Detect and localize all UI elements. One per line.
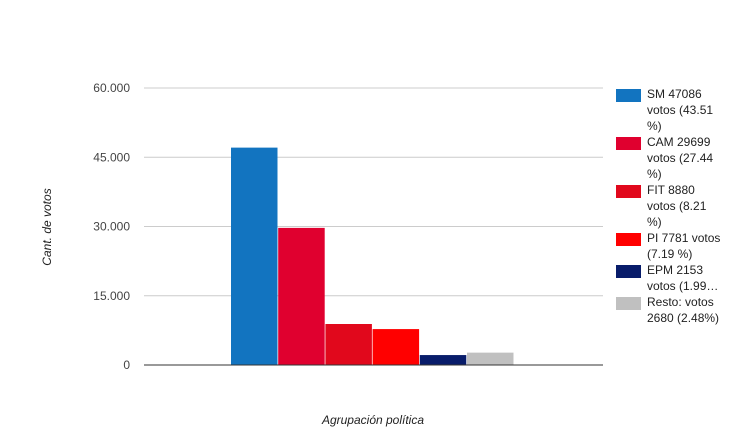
legend-label-line: Resto: votos: [647, 295, 714, 309]
y-tick-label: 60.000: [93, 81, 130, 95]
legend-swatch: [616, 185, 641, 198]
y-tick-label: 15.000: [93, 289, 130, 303]
legend-label-line: %): [647, 167, 662, 181]
legend-label-line: votos (1.99…: [647, 279, 719, 293]
legend-label-line: %): [647, 119, 662, 133]
y-tick-label: 45.000: [93, 150, 130, 164]
gridlines: [144, 87, 603, 366]
y-tick-label: 30.000: [93, 220, 130, 234]
legend-label-line: votos (8.21: [647, 199, 707, 213]
legend-swatch: [616, 233, 641, 246]
legend-item-fit[interactable]: FIT 8880 votos (8.21%): [616, 182, 746, 230]
legend-item-pi[interactable]: PI 7781 votos (7.19 %): [616, 230, 746, 262]
legend-item-cam[interactable]: CAM 29699 votos (27.44%): [616, 134, 746, 182]
bar-cam: [278, 227, 325, 365]
legend-label-line: EPM 2153: [647, 263, 704, 277]
legend-label-line: votos (27.44: [647, 151, 714, 165]
legend-label-line: FIT 8880: [647, 183, 695, 197]
y-axis-title: Cant. de votos: [40, 188, 54, 265]
y-tick-label: 0: [123, 358, 130, 372]
bar-pi: [372, 329, 420, 365]
legend-label-line: votos (43.51: [647, 103, 714, 117]
legend-label-line: 2680 (2.48%): [647, 311, 720, 325]
legend-label-line: PI 7781 votos: [647, 231, 721, 245]
legend-swatch: [616, 297, 641, 310]
legend-label-line: SM 47086: [647, 87, 702, 101]
legend: SM 47086 votos (43.51%) CAM 29699 votos (27…: [616, 86, 746, 326]
legend-label-line: %): [647, 215, 662, 229]
legend-item-epm[interactable]: EPM 2153 votos (1.99…: [616, 262, 746, 294]
bar-resto: [467, 352, 514, 365]
legend-label-line: (7.19 %): [647, 247, 693, 261]
legend-item-resto[interactable]: Resto: votos 2680 (2.48%): [616, 294, 746, 326]
legend-item-sm[interactable]: SM 47086 votos (43.51%): [616, 86, 746, 134]
legend-swatch: [616, 89, 641, 102]
bar-sm: [231, 147, 278, 365]
bar-fit: [325, 324, 372, 365]
legend-label-line: CAM 29699: [647, 135, 711, 149]
legend-swatch: [616, 265, 641, 278]
y-tick-labels: 0 15.000 30.000 45.000 60.000: [93, 81, 130, 372]
bars: [144, 147, 603, 366]
bar-epm: [419, 355, 467, 365]
legend-swatch: [616, 137, 641, 150]
x-axis-title: Agrupación política: [321, 413, 424, 427]
